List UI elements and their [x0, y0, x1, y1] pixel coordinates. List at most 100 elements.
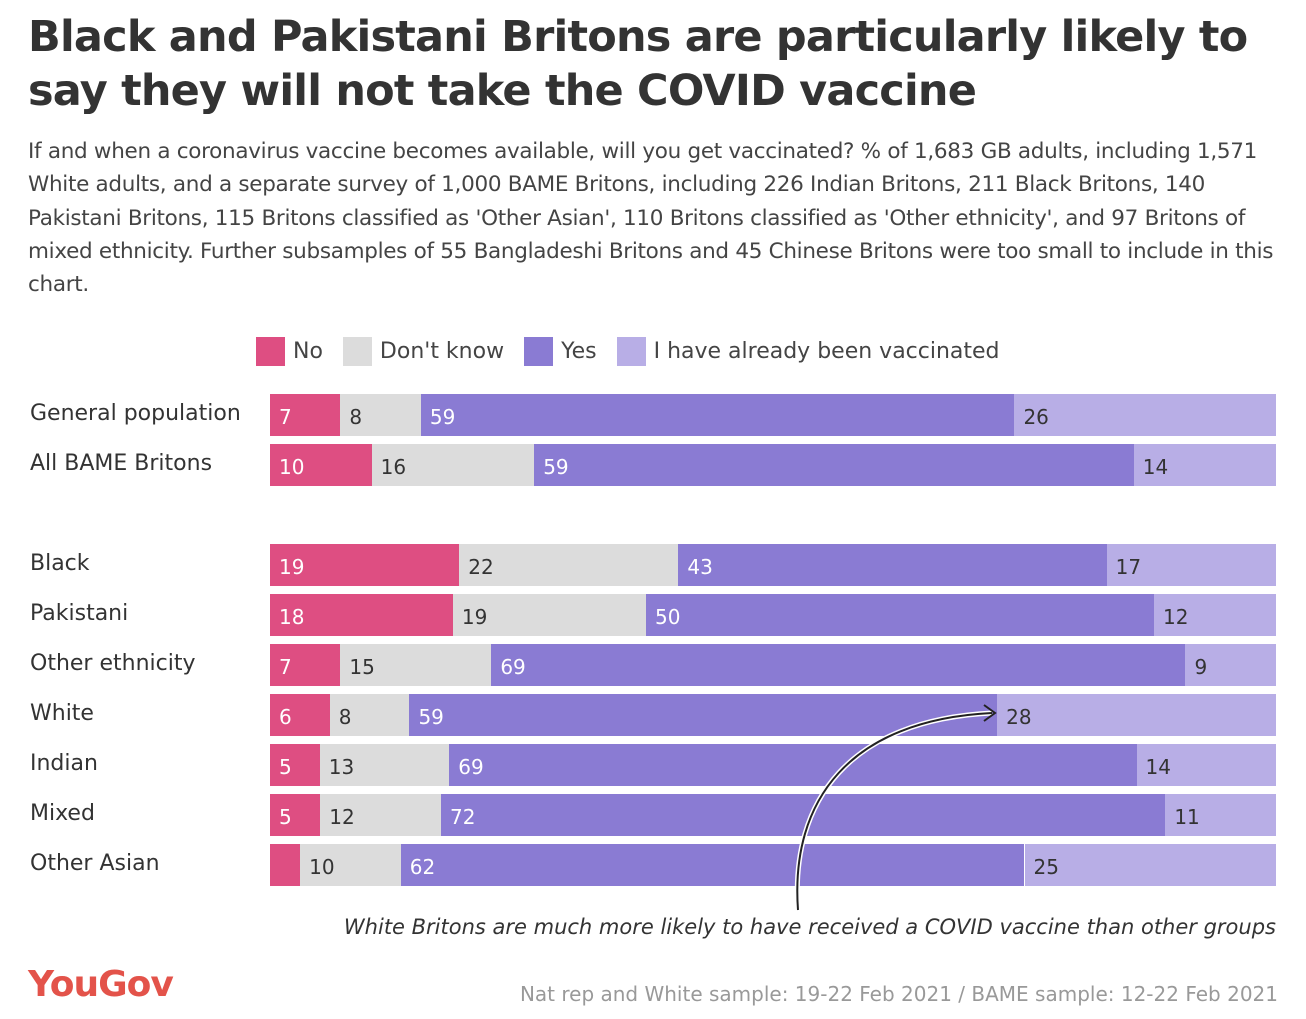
bar-segment: 59 [409, 694, 998, 736]
bar-segment: 14 [1136, 744, 1276, 786]
bar-segment: 59 [420, 394, 1015, 436]
bar-segment: 7 [270, 644, 341, 686]
bar-segment: 10 [270, 444, 372, 486]
bar-segment: 25 [1024, 844, 1276, 886]
bar-segment: 9 [1185, 644, 1276, 686]
legend: No Don't know Yes I have already been vacci… [256, 337, 1000, 366]
legend-swatch [524, 337, 554, 366]
bar-segment: 8 [329, 694, 410, 736]
bar-segment: 7 [270, 394, 341, 436]
data-label: 8 [349, 405, 363, 429]
legend-swatch [616, 337, 646, 366]
data-label: 10 [279, 455, 305, 479]
data-label: 19 [279, 555, 305, 579]
bar-segment: 50 [645, 594, 1155, 636]
legend-swatch [256, 337, 285, 366]
bar-segment: 26 [1014, 394, 1276, 436]
legend-swatch [342, 337, 372, 366]
bar-segment: 11 [1165, 794, 1276, 836]
category-label: Pakistani [30, 601, 129, 626]
data-label: 18 [279, 605, 305, 629]
bar-segment: 17 [1106, 544, 1276, 586]
category-label: Black [30, 551, 90, 576]
bar-segment: 15 [340, 644, 492, 686]
category-label: All BAME Britons [30, 451, 213, 476]
data-label: 8 [338, 705, 352, 729]
bar-segment: 69 [449, 744, 1137, 786]
chart-title: Black and Pakistani Britons are particul… [28, 12, 1248, 116]
data-label: 15 [349, 655, 375, 679]
data-label: 72 [450, 805, 476, 829]
legend-label: Don't know [379, 339, 505, 364]
bar-segment: 5 [270, 794, 321, 836]
data-label: 62 [409, 855, 436, 879]
data-label: 25 [1033, 855, 1059, 879]
bar-segment: 43 [678, 544, 1107, 586]
bar-segment: 19 [270, 544, 460, 586]
data-label: 11 [1174, 805, 1200, 829]
legend-item: I have already been vaccinated [616, 337, 1000, 366]
data-label: 22 [468, 555, 494, 579]
category-label: White [30, 701, 94, 726]
bar-segment: 28 [997, 694, 1276, 736]
data-label: 50 [654, 605, 681, 629]
data-label: 14 [1142, 455, 1169, 479]
data-label: 28 [1006, 705, 1032, 729]
legend-label: I have already been vaccinated [653, 339, 1000, 364]
data-label: 59 [429, 405, 456, 429]
footer-source: Nat rep and White sample: 19-22 Feb 2021… [519, 982, 1278, 1006]
data-label: 19 [461, 605, 488, 629]
bar-segment: 14 [1133, 444, 1276, 486]
data-label: 13 [328, 755, 355, 779]
bar-segment: 10 [300, 844, 401, 886]
data-label: 5 [279, 805, 292, 829]
data-label: 17 [1115, 555, 1142, 579]
data-label: 26 [1023, 405, 1049, 429]
bar-segment: 8 [340, 394, 421, 436]
data-label: 14 [1145, 755, 1171, 779]
category-label: General population [30, 401, 241, 426]
chart-subtitle: If and when a coronavirus vaccine become… [28, 139, 1274, 298]
data-label: 12 [329, 805, 355, 829]
legend-item: Don't know [342, 337, 505, 366]
annotation-text: White Britons are much more likely to ha… [343, 915, 1276, 939]
bar-segment: 16 [371, 444, 535, 486]
data-label: 9 [1194, 655, 1208, 679]
category-label: Indian [30, 751, 98, 776]
bar-segment: 69 [491, 644, 1186, 686]
category-label: Other ethnicity [30, 651, 196, 676]
legend-label: No [293, 339, 323, 364]
bar-segment: 62 [400, 844, 1025, 886]
bar-segment: 59 [534, 444, 1134, 486]
data-label: 43 [687, 555, 713, 579]
data-label: 7 [279, 655, 292, 679]
bar-segment: 12 [320, 794, 442, 836]
bar-segment: 72 [441, 794, 1166, 836]
yougov-logo: YouGov [28, 964, 174, 1005]
data-label: 59 [543, 455, 569, 479]
data-label: 6 [279, 705, 292, 729]
bar-segment: 5 [270, 744, 320, 786]
data-label: 59 [418, 705, 444, 729]
bar-segment: 22 [459, 544, 679, 586]
bar-segment: 19 [452, 594, 646, 636]
data-label: 16 [380, 455, 407, 479]
legend-item: Yes [524, 337, 597, 366]
data-label: 10 [309, 855, 335, 879]
data-label: 12 [1163, 605, 1189, 629]
bar-segment: 13 [319, 744, 450, 786]
bar-segment [270, 844, 301, 886]
legend-item: No [256, 337, 323, 366]
category-label: Mixed [30, 801, 95, 826]
data-label: 5 [279, 755, 292, 779]
data-label: 7 [279, 405, 292, 429]
legend-label: Yes [561, 339, 597, 364]
data-label: 69 [458, 755, 484, 779]
bar-segment: 12 [1154, 594, 1276, 636]
data-label: 69 [500, 655, 526, 679]
bar-segment: 18 [270, 594, 453, 636]
bar-segment: 6 [270, 694, 330, 736]
category-label: Other Asian [30, 851, 160, 876]
